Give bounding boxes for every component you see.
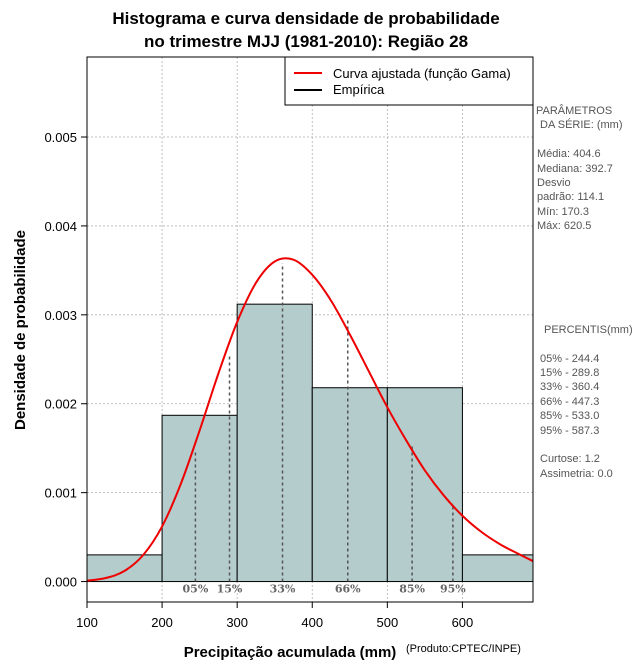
x-tick-label-400: 400 bbox=[301, 615, 323, 630]
percentis-title: PERCENTIS(mm) bbox=[544, 324, 633, 336]
percentile-label-95%: 95% bbox=[440, 583, 466, 596]
chart-title-line-1: Histograma e curva densidade de probabil… bbox=[112, 9, 499, 28]
param-mean: Média: 404.6 bbox=[537, 148, 601, 160]
histogram-bar-5 bbox=[461, 554, 533, 583]
params-title-line-1: PARÂMETROS bbox=[536, 104, 612, 117]
histogram-bar-3 bbox=[311, 387, 388, 583]
percentil-95: 95% - 587.3 bbox=[540, 425, 599, 437]
percentil-33: 33% - 360.4 bbox=[540, 381, 599, 393]
percentile-lines bbox=[194, 263, 454, 582]
percentile-label-05%: 05% bbox=[183, 583, 209, 596]
fitted-curve-layer bbox=[87, 257, 533, 582]
kurtosis: Curtose: 1.2 bbox=[540, 453, 600, 465]
legend-label-curve: Curva ajustada (função Gama) bbox=[333, 66, 511, 81]
param-std-label: Desvio bbox=[537, 177, 571, 189]
percentiles-panel: PERCENTIS(mm) 05% - 244.4 15% - 289.8 33… bbox=[540, 324, 633, 480]
param-min: Mín: 170.3 bbox=[537, 206, 589, 218]
histogram-bar-4 bbox=[386, 387, 463, 583]
fitted-gamma-curve bbox=[87, 257, 533, 582]
product-credit: (Produto:CPTEC/INPE) bbox=[406, 643, 521, 655]
series-parameters-panel: PARÂMETROS DA SÉRIE: (mm) Média: 404.6 M… bbox=[536, 104, 623, 232]
x-axis-ticks: 100 200 300 400 500 600 bbox=[76, 602, 473, 630]
param-median: Mediana: 392.7 bbox=[537, 163, 613, 175]
percentile-label-33%: 33% bbox=[270, 583, 296, 596]
y-tick-label-0: 0.000 bbox=[44, 575, 77, 590]
y-tick-label-4: 0.004 bbox=[44, 219, 77, 234]
percentil-05: 05% - 244.4 bbox=[540, 353, 599, 365]
histogram-bar-1 bbox=[161, 414, 238, 583]
x-tick-label-100: 100 bbox=[76, 615, 98, 630]
percentile-labels: 05% 15% 33% 66% 85% 95% bbox=[183, 583, 467, 596]
histogram-bars bbox=[87, 303, 533, 583]
y-tick-label-1: 0.001 bbox=[44, 486, 77, 501]
y-axis-ticks: 0.000 0.001 0.002 0.003 0.004 0.005 bbox=[44, 130, 87, 590]
percentil-15: 15% - 289.8 bbox=[540, 367, 599, 379]
y-tick-label-2: 0.002 bbox=[44, 397, 77, 412]
x-axis-title: Precipitação acumulada (mm) bbox=[184, 644, 397, 660]
legend: Curva ajustada (função Gama) Empírica bbox=[284, 56, 534, 106]
y-tick-label-5: 0.005 bbox=[44, 130, 77, 145]
percentil-66: 66% - 447.3 bbox=[540, 396, 599, 408]
percentil-85: 85% - 533.0 bbox=[540, 410, 599, 422]
skewness: Assimetria: 0.0 bbox=[540, 468, 613, 480]
params-title-line-2: DA SÉRIE: (mm) bbox=[540, 118, 623, 131]
histogram-bar-0 bbox=[87, 554, 163, 583]
x-tick-label-500: 500 bbox=[376, 615, 398, 630]
x-tick-label-300: 300 bbox=[226, 615, 248, 630]
y-axis-title: Densidade de probabilidade bbox=[12, 230, 29, 430]
histogram-bar-2 bbox=[236, 303, 313, 583]
percentile-label-66%: 66% bbox=[335, 583, 361, 596]
x-tick-label-600: 600 bbox=[452, 615, 474, 630]
legend-box bbox=[284, 56, 534, 106]
percentile-label-15%: 15% bbox=[217, 583, 243, 596]
y-tick-label-3: 0.003 bbox=[44, 308, 77, 323]
param-std-value: padrão: 114.1 bbox=[537, 191, 604, 203]
x-tick-label-200: 200 bbox=[151, 615, 173, 630]
legend-label-empirical: Empírica bbox=[333, 82, 385, 97]
chart-title-line-2: no trimestre MJJ (1981-2010): Região 28 bbox=[144, 32, 468, 51]
percentile-label-85%: 85% bbox=[399, 583, 425, 596]
param-max: Máx: 620.5 bbox=[537, 220, 591, 232]
